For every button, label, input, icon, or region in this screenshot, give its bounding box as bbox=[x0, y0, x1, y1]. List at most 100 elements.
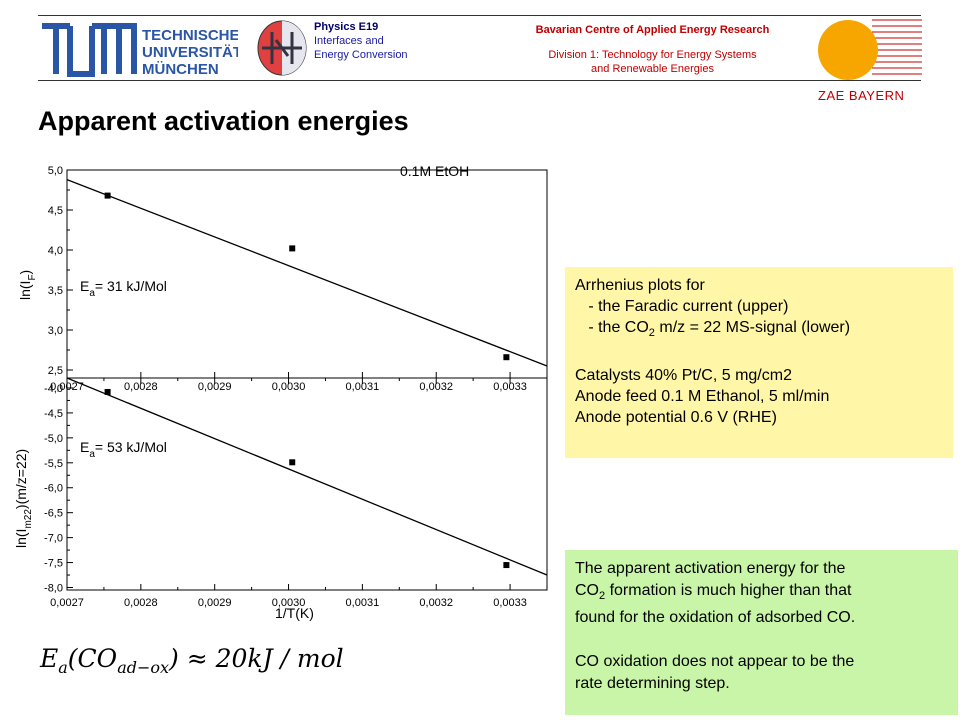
info-box: Arrhenius plots for - the Faradic curren… bbox=[565, 267, 953, 458]
upper-ytick-label: 4,0 bbox=[48, 245, 63, 257]
physics-sub-2: Energy Conversion bbox=[314, 49, 408, 61]
lower-ytick-label: -4,5 bbox=[44, 408, 63, 420]
upper-plot-frame bbox=[66, 169, 548, 379]
lower-ytick-label: -5,5 bbox=[44, 458, 63, 470]
lower-ytick-label: -5,0 bbox=[44, 433, 63, 445]
tum-line-3: MÜNCHEN bbox=[142, 61, 219, 78]
tum-line-2: UNIVERSITÄT bbox=[142, 44, 238, 61]
upper-fit-line bbox=[66, 178, 548, 367]
upper-y-label-end: ) bbox=[17, 270, 33, 275]
bavarian-centre: Bavarian Centre of Applied Energy Resear… bbox=[535, 24, 770, 36]
xtick-label-bottom: 0,0032 bbox=[419, 597, 453, 609]
upper-ytick-label: 3,0 bbox=[48, 325, 63, 337]
lower-y-label-main: ln(I bbox=[13, 529, 29, 548]
xtick-label-bottom: 0,0027 bbox=[50, 597, 84, 609]
zae-sun-logo bbox=[818, 19, 922, 80]
tum-line-1: TECHNISCHE bbox=[142, 27, 238, 44]
lower-ea-symbol: E bbox=[80, 439, 89, 455]
info-line-3-pre: - the CO bbox=[575, 319, 649, 336]
physics-sub-1: Interfaces and bbox=[314, 35, 384, 47]
info-box-text: Arrhenius plots for - the Faradic curren… bbox=[565, 267, 953, 436]
xtick-label-middle: 0,0033 bbox=[493, 381, 527, 393]
xtick-label-middle: 0,0030 bbox=[272, 381, 306, 393]
physics-group: Physics E19 Interfaces and Energy Conver… bbox=[314, 20, 408, 62]
header-top-rule bbox=[38, 15, 921, 16]
upper-ea-value: = 31 kJ/Mol bbox=[95, 278, 167, 294]
lower-ytick-label: -7,0 bbox=[44, 533, 63, 545]
conclusion-text: The apparent activation energy for the C… bbox=[565, 550, 958, 703]
lower-y-label: ln(Im22)(m/z=22) bbox=[13, 449, 34, 548]
conclusion-line-2-post: formation is much higher than that bbox=[605, 582, 852, 599]
lower-data-point bbox=[289, 459, 296, 466]
upper-ea-subscript: a bbox=[89, 288, 95, 299]
conclusion-line-1: The apparent activation energy for the bbox=[575, 560, 846, 577]
upper-y-label-sub: F bbox=[27, 274, 38, 280]
zae-bayern-label: ZAE BAYERN bbox=[818, 88, 905, 103]
lower-ytick-label: -8,0 bbox=[44, 583, 63, 595]
info-line-3-sub: 2 bbox=[648, 327, 655, 340]
upper-chart: 2,5 3,0 3,5 4,0 4,5 5,0 0.1M EtOH Ea= 31 kJ/M… bbox=[17, 163, 548, 379]
lower-chart: -8,0 -7,5 -7,0 -6,5 -6,0 -5,5 -5,0 -4,5 -4,0 0,0… bbox=[13, 372, 548, 621]
upper-ytick-label: 5,0 bbox=[48, 165, 63, 177]
lower-ytick-label: -4,0 bbox=[44, 383, 63, 395]
conclusion-box: The apparent activation energy for the C… bbox=[565, 550, 958, 715]
info-line-2: - the Faradic current (upper) bbox=[575, 298, 789, 315]
lower-y-label-end: )(m/z=22) bbox=[13, 449, 29, 509]
formula-lhs: E bbox=[40, 644, 59, 673]
upper-y-label-main: ln(I bbox=[17, 281, 33, 300]
lower-ea-subscript: a bbox=[89, 449, 95, 460]
info-line-5: Anode feed 0.1 M Ethanol, 5 ml/min bbox=[575, 388, 830, 406]
conclusion-line-2: CO2 formation is much higher than that bbox=[575, 580, 948, 607]
xtick-label-bottom: 0,0031 bbox=[346, 597, 380, 609]
upper-ytick-label: 4,5 bbox=[48, 205, 63, 217]
conclusion-line-3: found for the oxidation of adsorbed CO. bbox=[575, 609, 856, 627]
lower-plot-frame bbox=[66, 377, 548, 591]
lower-ea-value: = 53 kJ/Mol bbox=[95, 439, 167, 455]
upper-ytick-label: 3,5 bbox=[48, 285, 63, 297]
xtick-label-bottom: 0,0030 bbox=[272, 597, 306, 609]
division-text: Division 1: Technology for Energy System… bbox=[480, 48, 825, 76]
upper-ea-symbol: E bbox=[80, 278, 89, 294]
division-line-2: and Renewable Energies bbox=[591, 63, 714, 75]
upper-data-point bbox=[289, 245, 296, 252]
lower-fit-line bbox=[66, 377, 548, 576]
lower-data-point bbox=[104, 388, 111, 395]
xtick-label-middle: 0,0027 bbox=[50, 381, 84, 393]
tum-logo: TECHNISCHE UNIVERSITÄT MÜNCHEN bbox=[42, 23, 238, 78]
formula-paren: (CO bbox=[67, 644, 118, 673]
conclusion-line-4: CO oxidation does not appear to be the bbox=[575, 653, 855, 671]
upper-y-label: ln(IF) bbox=[17, 270, 38, 300]
lower-ytick-label: -6,5 bbox=[44, 508, 63, 520]
lower-ytick-label: -7,5 bbox=[44, 558, 63, 570]
activation-energy-formula: Ea(COad−ox) ≈ 20kJ / mol bbox=[40, 644, 344, 677]
x-axis-label: 1/T(K) bbox=[275, 605, 314, 621]
upper-ea-annotation: Ea= 31 kJ/Mol bbox=[80, 278, 167, 299]
xtick-label-bottom: 0,0029 bbox=[198, 597, 232, 609]
formula-rest: ) ≈ 20kJ / mol bbox=[169, 644, 344, 673]
info-line-4: Catalysts 40% Pt/C, 5 mg/cm2 bbox=[575, 367, 792, 385]
formula-lhs-sub: a bbox=[58, 658, 68, 677]
arrhenius-charts: 2,53,03,54,04,55,0 0.1M EtOH Ea= 31 kJ/M… bbox=[13, 163, 548, 621]
upper-chart-title: 0.1M EtOH bbox=[400, 163, 469, 179]
lower-data-point bbox=[503, 562, 510, 569]
header-bottom-rule bbox=[38, 80, 921, 81]
upper-ytick-label: 2,5 bbox=[48, 365, 63, 377]
xtick-label-bottom: 0,0028 bbox=[124, 597, 158, 609]
xtick-label-middle: 0,0028 bbox=[124, 381, 158, 393]
xtick-label-middle: 0,0032 bbox=[419, 381, 453, 393]
info-line-3: - the CO2 m/z = 22 MS-signal (lower) bbox=[575, 317, 943, 344]
conclusion-line-5: rate determining step. bbox=[575, 675, 730, 693]
lower-y-label-sub: m22 bbox=[23, 509, 34, 529]
xtick-label-bottom: 0,0033 bbox=[493, 597, 527, 609]
physics-e19-logo bbox=[257, 20, 307, 76]
xtick-label-middle: 0,0029 bbox=[198, 381, 232, 393]
info-line-1: Arrhenius plots for bbox=[575, 277, 705, 294]
conclusion-line-2-pre: CO bbox=[575, 582, 599, 599]
physics-name: Physics E19 bbox=[314, 21, 379, 33]
upper-data-point bbox=[503, 354, 510, 361]
lower-ea-annotation: Ea= 53 kJ/Mol bbox=[80, 439, 167, 460]
info-line-6: Anode potential 0.6 V (RHE) bbox=[575, 409, 777, 427]
slide-title: Apparent activation energies bbox=[38, 106, 409, 136]
lower-ytick-label: -6,0 bbox=[44, 483, 63, 495]
conclusion-line-2-sub: 2 bbox=[599, 590, 606, 603]
